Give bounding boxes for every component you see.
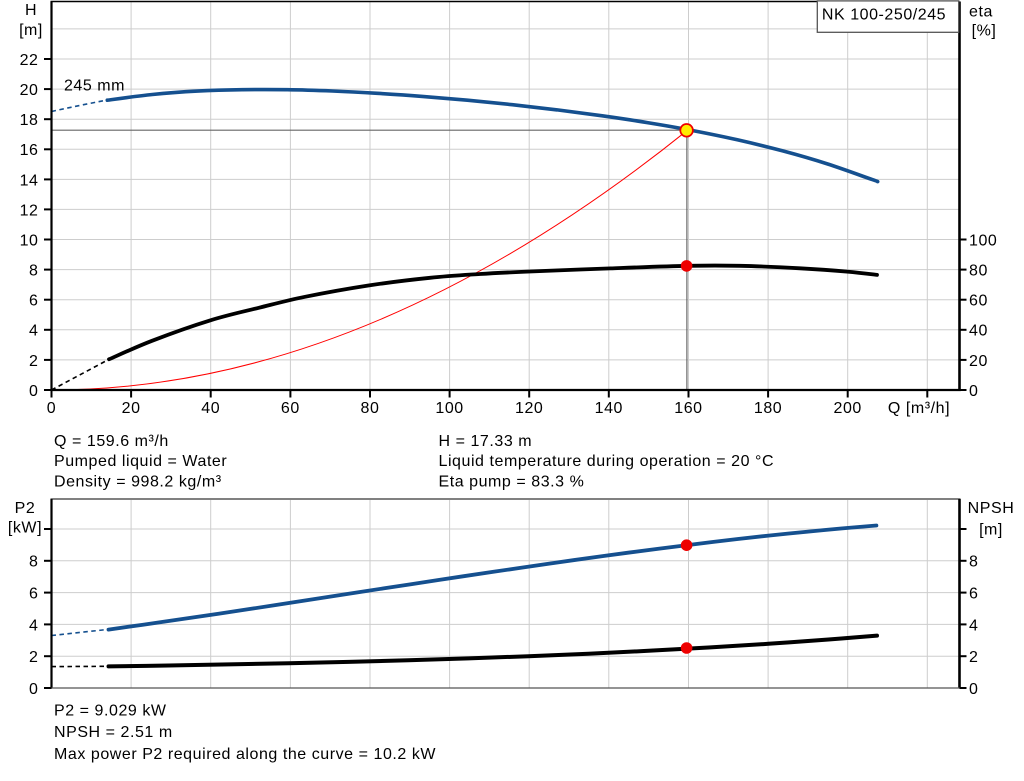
svg-text:20: 20 (969, 353, 988, 370)
svg-text:Q = 159.6 m³/h: Q = 159.6 m³/h (54, 433, 169, 450)
svg-text:40: 40 (969, 323, 988, 340)
svg-text:NK 100-250/245: NK 100-250/245 (822, 6, 946, 23)
svg-text:eta: eta (969, 4, 993, 21)
svg-text:H: H (25, 2, 37, 19)
svg-text:4: 4 (29, 323, 38, 340)
svg-text:H = 17.33 m: H = 17.33 m (439, 433, 533, 450)
svg-text:14: 14 (20, 172, 39, 189)
svg-text:[kW]: [kW] (8, 520, 42, 537)
svg-text:80: 80 (969, 263, 988, 280)
svg-text:NPSH: NPSH (968, 500, 1015, 517)
svg-text:60: 60 (281, 400, 300, 417)
svg-text:4: 4 (969, 617, 978, 634)
svg-text:80: 80 (361, 400, 380, 417)
svg-text:20: 20 (20, 82, 39, 99)
svg-text:8: 8 (969, 554, 978, 571)
svg-text:4: 4 (29, 617, 38, 634)
svg-text:18: 18 (20, 112, 39, 129)
svg-text:6: 6 (969, 586, 978, 603)
svg-text:Liquid temperature during oper: Liquid temperature during operation = 20… (439, 453, 775, 470)
svg-text:Density = 998.2 kg/m³: Density = 998.2 kg/m³ (54, 474, 222, 491)
svg-text:Max power P2 required along th: Max power P2 required along the curve = … (54, 746, 436, 763)
svg-text:Eta pump = 83.3 %: Eta pump = 83.3 % (439, 474, 585, 491)
svg-text:8: 8 (29, 554, 38, 571)
svg-text:200: 200 (834, 400, 862, 417)
svg-text:[%]: [%] (972, 22, 997, 39)
svg-text:2: 2 (29, 649, 38, 666)
svg-text:0: 0 (47, 400, 56, 417)
svg-text:12: 12 (20, 202, 39, 219)
svg-text:Pumped liquid = Water: Pumped liquid = Water (54, 453, 227, 470)
svg-text:8: 8 (29, 263, 38, 280)
svg-text:180: 180 (754, 400, 782, 417)
svg-text:60: 60 (969, 293, 988, 310)
svg-text:2: 2 (29, 353, 38, 370)
svg-text:40: 40 (201, 400, 220, 417)
svg-text:Q [m³/h]: Q [m³/h] (888, 400, 950, 417)
svg-text:[m]: [m] (19, 22, 43, 39)
svg-text:[m]: [m] (979, 522, 1003, 539)
svg-text:100: 100 (969, 232, 997, 249)
svg-text:NPSH = 2.51 m: NPSH = 2.51 m (54, 724, 173, 741)
svg-text:160: 160 (674, 400, 702, 417)
svg-text:6: 6 (29, 586, 38, 603)
svg-text:100: 100 (435, 400, 463, 417)
svg-text:10: 10 (20, 232, 39, 249)
svg-text:6: 6 (29, 293, 38, 310)
svg-text:2: 2 (969, 649, 978, 666)
svg-text:P2 = 9.029 kW: P2 = 9.029 kW (54, 703, 167, 720)
svg-text:120: 120 (515, 400, 543, 417)
svg-text:16: 16 (20, 142, 39, 159)
svg-text:0: 0 (969, 681, 978, 698)
svg-text:0: 0 (969, 383, 978, 400)
svg-text:P2: P2 (15, 500, 36, 517)
svg-text:0: 0 (29, 681, 38, 698)
svg-text:140: 140 (595, 400, 623, 417)
svg-text:20: 20 (122, 400, 141, 417)
svg-text:0: 0 (29, 383, 38, 400)
svg-text:22: 22 (20, 52, 39, 69)
svg-text:245 mm: 245 mm (64, 78, 125, 95)
